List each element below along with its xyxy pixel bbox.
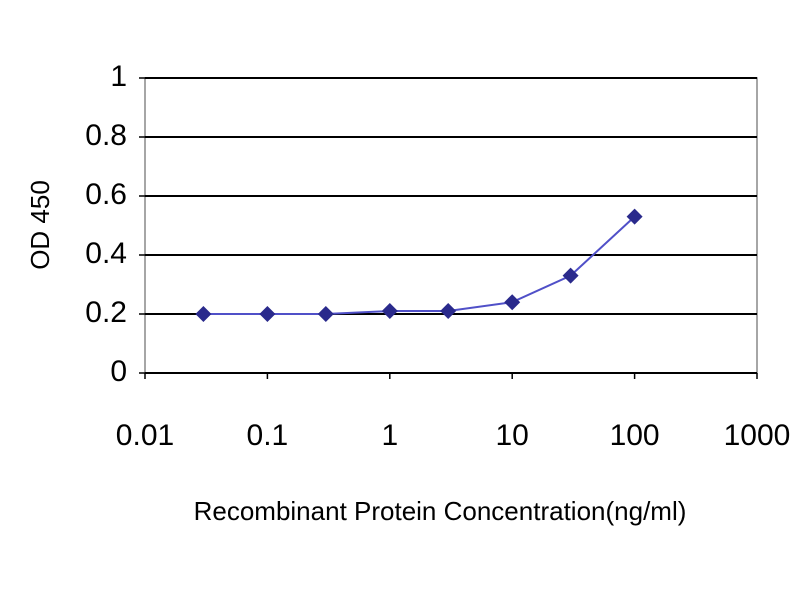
data-point <box>504 294 521 311</box>
x-tick-label: 100 <box>610 419 660 452</box>
y-tick-label: 0 <box>110 355 127 388</box>
x-tick-label: 1 <box>381 419 398 452</box>
data-point <box>381 303 398 320</box>
y-tick-label: 0.8 <box>85 119 127 152</box>
data-point <box>259 306 276 322</box>
x-axis-label: Recombinant Protein Concentration(ng/ml) <box>194 496 687 526</box>
y-axis-label: OD 450 <box>25 180 55 270</box>
data-point <box>626 208 643 225</box>
x-tick-label: 10 <box>496 419 529 452</box>
y-tick-label: 0.4 <box>85 237 127 270</box>
x-tick-label: 0.01 <box>116 419 174 452</box>
y-tick-label: 1 <box>110 60 127 93</box>
data-point <box>317 306 334 322</box>
y-tick-label: 0.6 <box>85 178 127 211</box>
x-tick-label: 0.1 <box>247 419 289 452</box>
x-tick-label: 1000 <box>724 419 791 452</box>
y-tick-label: 0.2 <box>85 296 127 329</box>
data-point <box>440 303 457 320</box>
plot-frame <box>144 77 758 374</box>
data-line <box>203 215 636 315</box>
data-point <box>195 306 212 322</box>
data-point <box>562 267 579 284</box>
